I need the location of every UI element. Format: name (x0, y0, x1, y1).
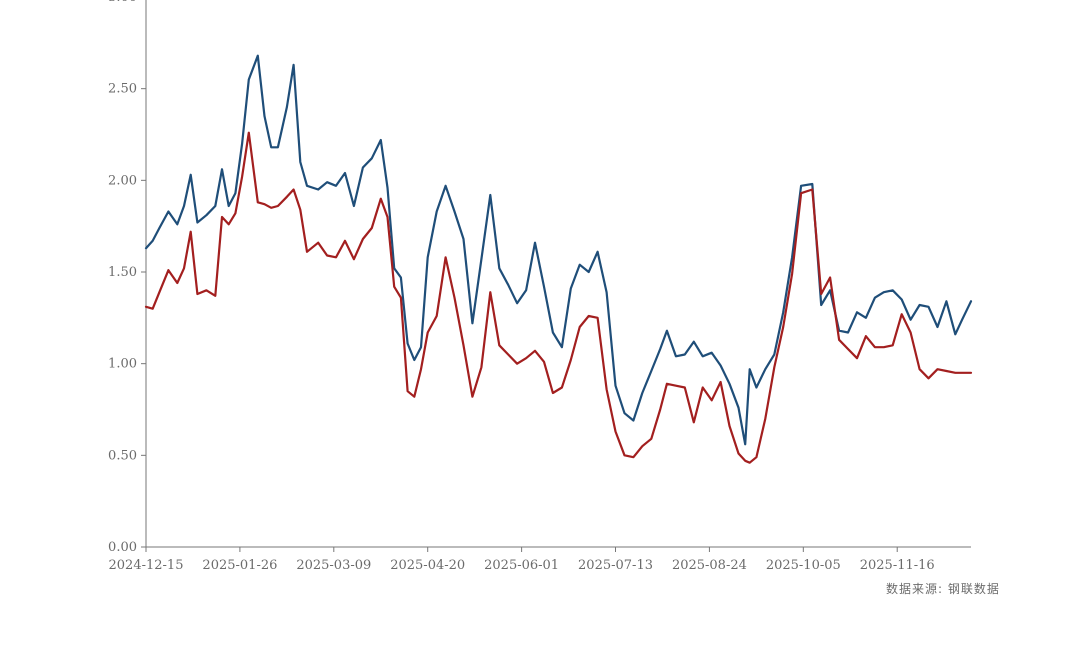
x-tick-label: 2025-07-13 (578, 558, 653, 573)
y-tick-label: 3.00 (108, 0, 137, 5)
x-tick-label: 2025-06-01 (484, 558, 559, 573)
y-axis-ticks: 0.00 0.50 1.00 1.50 2.00 2.50 3.00 (108, 0, 146, 555)
x-tick-label: 2025-01-26 (202, 558, 277, 573)
x-tick-label: 2025-03-09 (296, 558, 371, 573)
x-tick-label: 2025-04-20 (390, 558, 465, 573)
y-tick-label: 2.00 (108, 173, 137, 188)
x-tick-label: 2024-12-15 (109, 558, 184, 573)
y-tick-label: 1.00 (108, 357, 137, 372)
x-tick-label: 2025-10-05 (766, 558, 841, 573)
series-layer (144, 54, 973, 464)
y-tick-label: 1.50 (108, 265, 137, 280)
x-tick-label: 2025-08-24 (672, 558, 747, 573)
series-line-red (144, 131, 973, 464)
y-tick-label: 0.50 (108, 448, 137, 463)
data-source-note: 数据来源: 钢联数据 (886, 582, 1000, 596)
y-tick-label: 0.00 (108, 540, 137, 555)
series-line-blue (144, 54, 973, 446)
x-axis-ticks: 2024-12-15 2025-01-26 2025-03-09 2025-04-20… (109, 547, 935, 573)
y-tick-label: 2.50 (108, 82, 137, 97)
x-tick-label: 2025-11-16 (860, 558, 935, 573)
